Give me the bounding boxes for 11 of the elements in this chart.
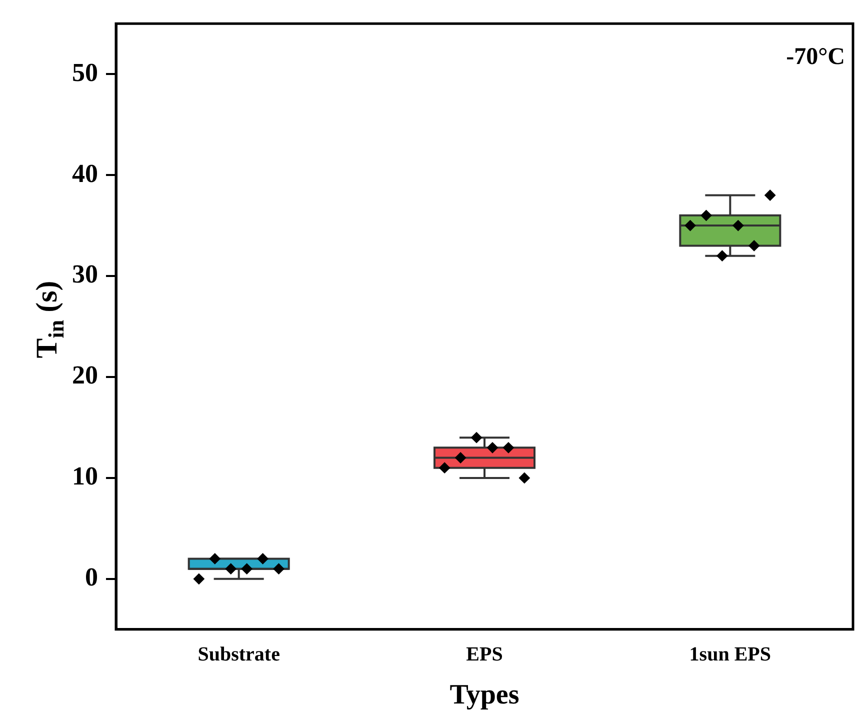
y-tick-label: 20: [72, 360, 98, 390]
y-tick-label: 10: [72, 462, 98, 491]
y-tick-label: 30: [72, 260, 98, 289]
annotation: -70°C: [786, 44, 845, 70]
x-tick-label: Substrate: [198, 644, 280, 666]
y-tick-label: 50: [72, 58, 98, 87]
y-tick-label: 0: [85, 562, 98, 592]
x-tick-label: EPS: [466, 644, 503, 666]
x-tick-label: 1sun EPS: [689, 644, 772, 666]
x-axis-title: Types: [450, 679, 520, 710]
y-tick-label: 40: [72, 158, 98, 188]
